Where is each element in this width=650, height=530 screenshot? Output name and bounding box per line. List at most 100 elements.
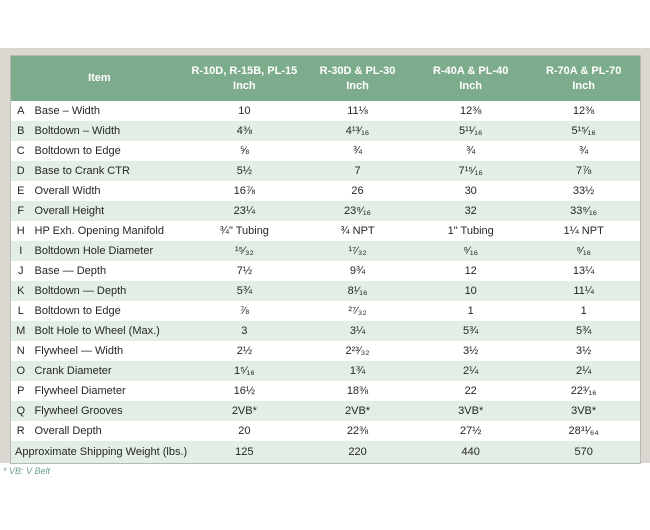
row-value: 27½ <box>459 425 482 437</box>
header-item: Item <box>10 55 188 101</box>
table-row: M Bolt Hole to Wheel (Max.) 3 3¼ 5¾ 5¾ <box>10 321 641 341</box>
row-value: 4⅜ <box>236 125 252 137</box>
row-letter: K <box>17 285 25 297</box>
row-value: ¾ <box>579 145 589 157</box>
row-value: ²⁷⁄₃₂ <box>348 305 367 317</box>
row-value: 32 <box>464 205 477 217</box>
table-row: L Boltdown to Edge ⅞ ²⁷⁄₃₂ 1 1 <box>11 301 641 321</box>
row-value: 23¼ <box>233 205 256 217</box>
spec-table: Item R-10D, R-15B, PL-15 Inch R-30D & PL… <box>10 55 641 464</box>
header-col-models-1: R-10D, R-15B, PL-15 Inch <box>187 55 301 101</box>
row-value: 4¹³⁄₁₆ <box>345 125 370 137</box>
table-row: N Flywheel — Width 2½ 2²³⁄₃₂ 3½ 3½ <box>11 341 641 361</box>
row-item-label: Boltdown to Edge <box>34 305 121 317</box>
row-value: 20 <box>238 425 251 437</box>
table-row: H HP Exh. Opening Manifold ¾" Tubing ¾ NPT 1… <box>11 221 641 241</box>
row-value: 12⅜ <box>572 105 595 117</box>
row-item-label: Crank Diameter <box>34 365 112 377</box>
row-value: 7⅞ <box>575 165 592 177</box>
row-letter: N <box>16 345 25 357</box>
row-item-label: HP Exh. Opening Manifold <box>34 225 164 237</box>
row-item-label: Overall Height <box>34 205 105 217</box>
header-models-label: R-10D, R-15B, PL-15 <box>191 64 298 77</box>
header-row: Item R-10D, R-15B, PL-15 Inch R-30D & PL… <box>10 55 641 101</box>
row-value: 33⁹⁄₁₆ <box>570 205 598 217</box>
row-item-label: Overall Width <box>34 185 101 197</box>
row-value: 11¼ <box>573 285 594 297</box>
row-value: 22 <box>464 385 477 397</box>
row-item-label: Flywheel Grooves <box>34 405 123 417</box>
table-row: E Overall Width 16⅞ 26 30 33½ <box>11 181 641 201</box>
row-value: ⅝ <box>239 145 249 157</box>
row-value: 18⅜ <box>346 385 369 397</box>
row-value: 2¼ <box>463 365 479 377</box>
row-value: 12⅜ <box>459 105 482 117</box>
row-value: 5¾ <box>575 325 592 337</box>
header-unit-label: Inch <box>346 79 369 92</box>
table-row: O Crank Diameter 1⁵⁄₁₆ 1¾ 2¼ 2¼ <box>10 361 641 381</box>
row-value: ⅞ <box>239 305 249 317</box>
row-item-label: Boltdown – Width <box>34 125 121 137</box>
row-value: 3VB* <box>571 405 597 417</box>
table-row: F Overall Height 23¼ 23⁹⁄₁₆ 32 33⁹⁄₁₆ <box>10 201 641 221</box>
shipping-weight-row: Approximate Shipping Weight (lbs.) 125 2… <box>10 441 641 464</box>
row-letter: D <box>16 165 25 177</box>
row-value: 3½ <box>463 345 479 357</box>
row-value: 23⁹⁄₁₆ <box>344 205 371 217</box>
table-body: A Base – Width 10 11⅛ 12⅜ 12⅜ B Boltdown – Widt… <box>10 101 641 441</box>
row-value: 10 <box>464 285 477 297</box>
row-value: 2VB* <box>344 405 371 417</box>
row-value: 11⅛ <box>347 105 368 117</box>
row-item-label: Base – Width <box>34 105 100 117</box>
row-value: 13¼ <box>572 265 595 277</box>
row-value: 5¾ <box>463 325 479 337</box>
row-item-label: Bolt Hole to Wheel (Max.) <box>34 325 160 337</box>
header-unit-label: Inch <box>459 79 482 92</box>
row-item-label: Flywheel Diameter <box>34 385 126 397</box>
shipping-weight-label: Approximate Shipping Weight (lbs.) <box>15 446 188 458</box>
row-value: ¾ NPT <box>340 225 375 237</box>
row-letter: B <box>17 125 25 137</box>
shipping-weight-value: 440 <box>461 446 480 458</box>
table-row: K Boltdown — Depth 5¾ 8¹⁄₁₆ 10 11¼ <box>10 281 641 301</box>
row-letter: L <box>17 305 24 317</box>
row-value: 2½ <box>236 345 252 357</box>
row-value: ¹⁵⁄₃₂ <box>234 245 254 257</box>
row-letter: R <box>16 425 25 437</box>
footnote: * VB: V Belt <box>3 466 51 476</box>
header-unit-label: Inch <box>572 79 595 92</box>
shipping-weight-value: 220 <box>348 446 367 458</box>
table-row: A Base – Width 10 11⅛ 12⅜ 12⅜ <box>11 101 641 121</box>
row-item-label: Boltdown to Edge <box>34 145 121 157</box>
header-col-models-3: R-40A & PL-40 Inch <box>414 55 528 101</box>
row-item-label: Overall Depth <box>34 425 102 437</box>
row-letter: M <box>16 325 26 337</box>
row-value: 3¼ <box>349 325 366 337</box>
row-value: 1" Tubing <box>447 225 494 237</box>
row-letter: F <box>17 205 25 217</box>
header-models-label: R-70A & PL-70 <box>545 64 622 77</box>
row-value: 3 <box>241 325 248 337</box>
row-value: 3VB* <box>458 405 484 417</box>
row-value: 26 <box>351 185 364 197</box>
row-item-label: Flywheel — Width <box>34 345 124 357</box>
row-item-label: Boltdown — Depth <box>34 285 127 297</box>
row-value: 8¹⁄₁₆ <box>347 285 368 297</box>
row-value: 1 <box>467 305 474 317</box>
row-item-label: Base — Depth <box>34 265 107 277</box>
shipping-weight-value: 125 <box>235 446 254 458</box>
table-row: C Boltdown to Edge ⅝ ¾ ¾ ¾ <box>11 141 641 161</box>
row-value: 1 <box>580 305 587 317</box>
header-models-label: R-30D & PL-30 <box>319 64 396 77</box>
row-value: 7 <box>354 165 361 177</box>
row-value: 2VB* <box>231 405 257 417</box>
row-value: ¾" Tubing <box>219 225 269 237</box>
row-value: 22³⁄₁₆ <box>570 385 597 397</box>
row-value: ¾ <box>466 145 476 157</box>
header-unit-label: Inch <box>233 79 256 92</box>
row-value: 12 <box>464 265 477 277</box>
row-item-label: Base to Crank CTR <box>34 165 130 177</box>
table-row: D Base to Crank CTR 5½ 7 7¹⁵⁄₁₆ 7⅞ <box>10 161 641 181</box>
row-value: 1¾ <box>349 365 366 377</box>
row-value: 1¼ NPT <box>563 225 604 237</box>
